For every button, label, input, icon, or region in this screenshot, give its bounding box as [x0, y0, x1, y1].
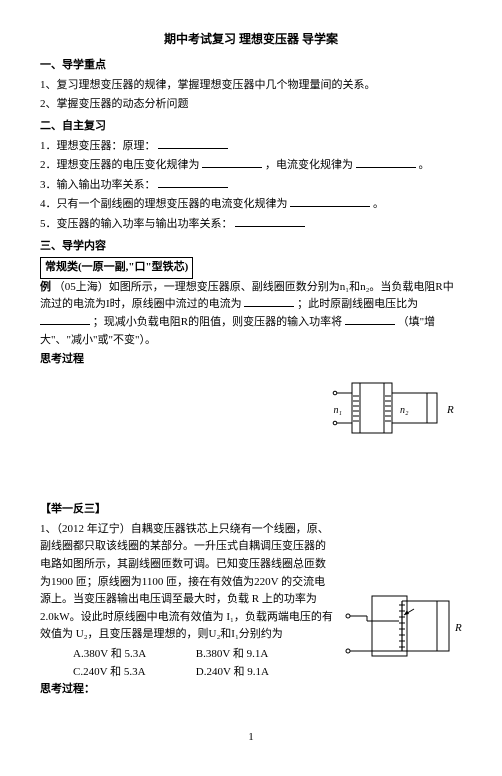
opt-d: D.240V 和 9.1A: [196, 664, 269, 682]
opt-b: B.380V 和 9.1A: [196, 646, 269, 664]
q1: 1．理想变压器：原理：: [40, 138, 462, 156]
category-box-row: 常规类(一原一副,"口"型铁芯): [40, 257, 462, 279]
q4-texta: 4．只有一个副线圈的理想变压器的电流变化规律为: [40, 198, 288, 210]
s1-item2: 2、掌握变压器的动态分析问题: [40, 96, 462, 114]
q4-blank[interactable]: [290, 206, 370, 207]
think2-label: 思考过程：: [40, 683, 95, 695]
section1-head: 一、导学重点: [40, 57, 462, 75]
page-title: 期中考试复习 理想变压器 导学案: [40, 30, 462, 49]
q2: 2．理想变压器的电压变化规律为 ，电流变化规律为 。: [40, 157, 462, 175]
ex-blank3[interactable]: [345, 324, 395, 325]
section4-head: 【举一反三】: [40, 501, 462, 519]
autotransformer-diagram: R: [342, 581, 462, 678]
opt-a: A.380V 和 5.3A: [73, 646, 193, 664]
think-row: 思考过程: [40, 351, 462, 369]
q2-textb: ，电流变化规律为: [265, 159, 353, 171]
q4-textb: 。: [373, 198, 384, 210]
d1-n2: n₂: [400, 405, 409, 416]
q2-texta: 2．理想变压器的电压变化规律为: [40, 159, 200, 171]
example: 例 （05上海）如图所示，一理想变压器原、副线圈匝数分别为n₁和n₂。当负载电阻…: [40, 279, 462, 349]
transformer-diagram-1: n₁ n₂ R: [302, 373, 462, 450]
section3-head: 三、导学内容: [40, 238, 462, 256]
q5-text: 5．变压器的输入功率与输出功率关系：: [40, 218, 233, 230]
q5: 5．变压器的输入功率与输出功率关系：: [40, 216, 462, 234]
q2-textc: 。: [419, 159, 430, 171]
example-mid: ；此时原副线圈电压比为: [297, 298, 418, 310]
think-label: 思考过程: [40, 353, 84, 365]
q2-blank1[interactable]: [202, 167, 262, 168]
q3-blank[interactable]: [158, 187, 228, 188]
q3: 3．输入输出功率关系：: [40, 177, 462, 195]
d1-n1: n₁: [334, 405, 342, 416]
q4: 4．只有一个副线圈的理想变压器的电流变化规律为 。: [40, 196, 462, 214]
q2-blank2[interactable]: [356, 167, 416, 168]
d1-r: R: [446, 404, 454, 416]
s1-item1: 1、复习理想变压器的规律，掌握理想变压器中几个物理量间的关系。: [40, 77, 462, 95]
q1-text: 1．理想变压器：原理：: [40, 140, 156, 152]
d2-r: R: [454, 622, 462, 634]
page-number: 1: [40, 729, 462, 747]
q3-text: 3．输入输出功率关系：: [40, 179, 156, 191]
category-box: 常规类(一原一副,"口"型铁芯): [40, 257, 193, 279]
ex-blank1[interactable]: [244, 306, 294, 307]
ex-blank2[interactable]: [40, 324, 90, 325]
think2-row: 思考过程：: [40, 681, 462, 699]
example-label: 例: [40, 281, 51, 293]
opt-c: C.240V 和 5.3A: [73, 664, 193, 682]
example-tail: ；现减小负载电阻R的阻值，则变压器的输入功率将: [93, 316, 342, 328]
q5-blank[interactable]: [235, 226, 305, 227]
section2-head: 二、自主复习: [40, 118, 462, 136]
q1-blank[interactable]: [158, 148, 228, 149]
